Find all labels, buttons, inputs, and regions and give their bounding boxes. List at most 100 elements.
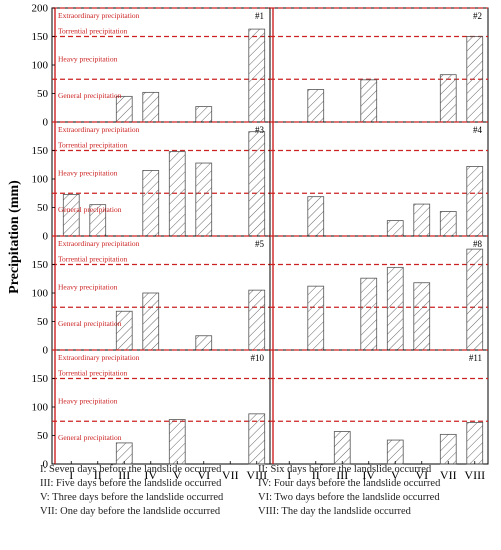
threshold-label: Extraordinary precipitation (58, 353, 140, 362)
bar (307, 89, 325, 123)
y-tick-label: 150 (32, 145, 49, 157)
x-tick-label: VIII (246, 468, 267, 482)
threshold-label: Torrential precipitation (58, 27, 127, 36)
panel-id: #2 (473, 11, 482, 21)
x-tick-label: III (336, 468, 348, 482)
x-tick-label: VII (222, 468, 239, 482)
threshold-label: Heavy precipitation (58, 54, 118, 63)
threshold-label: General precipitation (58, 205, 122, 214)
bar (333, 431, 351, 465)
bar (142, 170, 160, 237)
bar (195, 162, 213, 237)
legend-item-7: VII: One day before the landslide occurr… (40, 506, 221, 517)
bar (115, 310, 133, 351)
panel-id: #5 (255, 239, 265, 249)
x-tick-label: II (94, 468, 102, 482)
y-tick-label: 50 (37, 88, 49, 100)
bar (195, 106, 213, 123)
threshold-label: Heavy precipitation (58, 168, 118, 177)
threshold-label: Extraordinary precipitation (58, 239, 140, 248)
legend-item-8: VIII: The day the landslide occurred (258, 506, 411, 517)
panel-8: #8 (269, 235, 489, 351)
legend-item-1: I: Seven days before the landslide occur… (40, 464, 222, 475)
bar (248, 413, 266, 465)
threshold-label: General precipitation (58, 91, 122, 100)
y-tick-label: 150 (32, 31, 49, 43)
threshold-label: General precipitation (58, 433, 122, 442)
bar (413, 282, 431, 351)
bar (413, 203, 431, 237)
bar (168, 151, 186, 237)
bar (360, 277, 378, 351)
x-tick-label: VI (415, 468, 428, 482)
panel-id: #4 (473, 125, 483, 135)
threshold-label: Torrential precipitation (58, 255, 127, 264)
bar (142, 91, 160, 123)
y-tick-label: 50 (37, 316, 49, 328)
panel-frame (51, 7, 271, 123)
panel-id: #1 (255, 11, 264, 21)
x-tick-label: I (287, 468, 291, 482)
panel-id: #8 (473, 239, 483, 249)
y-tick-label: 0 (43, 345, 49, 357)
bar (307, 196, 325, 237)
y-tick-label: 150 (32, 259, 49, 271)
panel-3: Extraordinary precipitation Torrential pr… (32, 121, 271, 243)
bar (386, 439, 404, 465)
y-tick-label: 150 (32, 373, 49, 385)
legend-item-4: IV: Four days before the landslide occur… (258, 478, 441, 489)
y-tick-label: 0 (43, 231, 49, 243)
threshold-label: Heavy precipitation (58, 282, 118, 291)
bar (439, 433, 457, 465)
y-tick-label: 100 (32, 288, 49, 300)
y-tick-label: 0 (43, 117, 49, 129)
bar (115, 442, 133, 465)
y-tick-label: 50 (37, 430, 49, 442)
y-tick-label: 100 (32, 60, 49, 72)
bar (386, 266, 404, 351)
panel-frame (51, 349, 271, 465)
panel-id: #10 (251, 353, 265, 363)
x-tick-label: VI (197, 468, 210, 482)
bar (248, 28, 266, 123)
panel-id: #3 (255, 125, 265, 135)
x-tick-label: IV (362, 468, 375, 482)
bar (168, 419, 186, 465)
panel-11: #11 (269, 349, 489, 465)
bar (248, 131, 266, 237)
bar (439, 211, 457, 237)
legend-item-6: VI: Two days before the landslide occurr… (258, 492, 440, 503)
x-tick-label: IV (144, 468, 157, 482)
y-tick-label: 100 (32, 402, 49, 414)
y-axis-label: Precipitation (mm) (7, 180, 22, 294)
y-tick-label: 0 (43, 459, 49, 471)
bar (195, 335, 213, 351)
legend-item-3: III: Five days before the landslide occu… (40, 478, 222, 489)
bar (466, 166, 484, 237)
x-tick-label: III (118, 468, 130, 482)
bar (62, 193, 80, 237)
bar (142, 292, 160, 351)
legend-item-5: V: Three days before the landslide occur… (40, 492, 224, 503)
x-tick-label: VIII (464, 468, 485, 482)
y-tick-label: 200 (32, 3, 49, 15)
y-tick-label: 100 (32, 174, 49, 186)
threshold-label: Extraordinary precipitation (58, 125, 140, 134)
panel-10: Extraordinary precipitation Torrential pr… (32, 349, 271, 471)
panel-frame (269, 235, 489, 351)
bar (466, 248, 484, 351)
panel-frame (51, 121, 271, 237)
legend-item-2: II: Six days before the landslide occurr… (258, 464, 432, 475)
threshold-label: General precipitation (58, 319, 122, 328)
bar (360, 79, 378, 123)
bar (466, 36, 484, 123)
threshold-label: Torrential precipitation (58, 141, 127, 150)
x-tick-label: V (391, 468, 400, 482)
panel-5: Extraordinary precipitation Torrential pr… (32, 235, 271, 357)
x-tick-label: VII (440, 468, 457, 482)
bar (466, 421, 484, 465)
threshold-label: Torrential precipitation (58, 369, 127, 378)
panel-4: #4 (269, 121, 489, 237)
panel-id: #11 (469, 353, 482, 363)
